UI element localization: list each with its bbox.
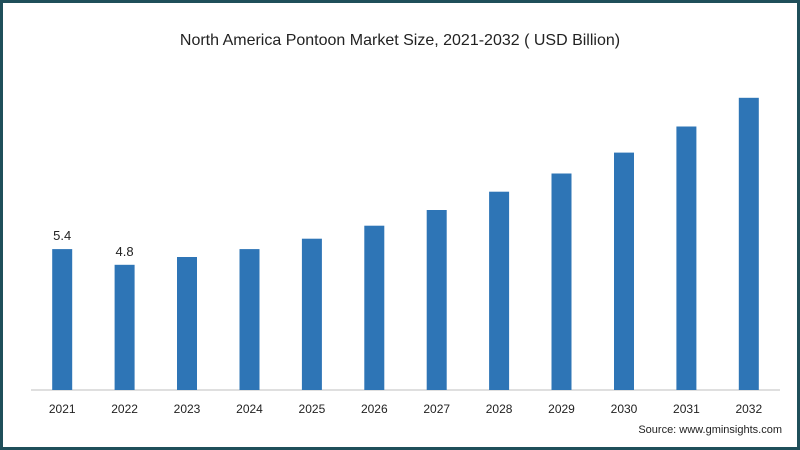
x-tick-label-2025: 2025: [299, 402, 326, 416]
bar-2032: [738, 97, 759, 391]
data-label-2021: 5.4: [53, 228, 71, 243]
x-tick-label-2023: 2023: [174, 402, 201, 416]
bar-2030: [614, 152, 634, 390]
x-tick-label-2032: 2032: [735, 402, 762, 416]
x-tick-label-2027: 2027: [423, 402, 450, 416]
x-tick-label-2031: 2031: [673, 402, 700, 416]
x-tick-label-2029: 2029: [548, 402, 575, 416]
x-tick-label-2028: 2028: [486, 402, 513, 416]
bar-2027: [426, 210, 447, 390]
bar-2025: [301, 238, 322, 390]
x-tick-label-2026: 2026: [361, 402, 388, 416]
bar-2023: [177, 257, 197, 390]
x-tick-label-2022: 2022: [111, 402, 138, 416]
bar-2028: [489, 191, 510, 390]
data-label-2022: 4.8: [116, 244, 134, 259]
chart-title: North America Pontoon Market Size, 2021-…: [179, 32, 621, 49]
bar-2026: [364, 225, 385, 390]
bar-2021: [52, 249, 73, 390]
bar-2029: [551, 173, 572, 390]
x-tick-label-2024: 2024: [236, 402, 263, 416]
x-tick-label-2030: 2030: [611, 402, 638, 416]
bar-2031: [676, 126, 697, 390]
bar-2022: [114, 264, 135, 390]
x-tick-label-2021: 2021: [49, 402, 76, 416]
bar-2024: [239, 249, 260, 390]
source-note: Source: www.gminsights.com: [638, 424, 782, 436]
